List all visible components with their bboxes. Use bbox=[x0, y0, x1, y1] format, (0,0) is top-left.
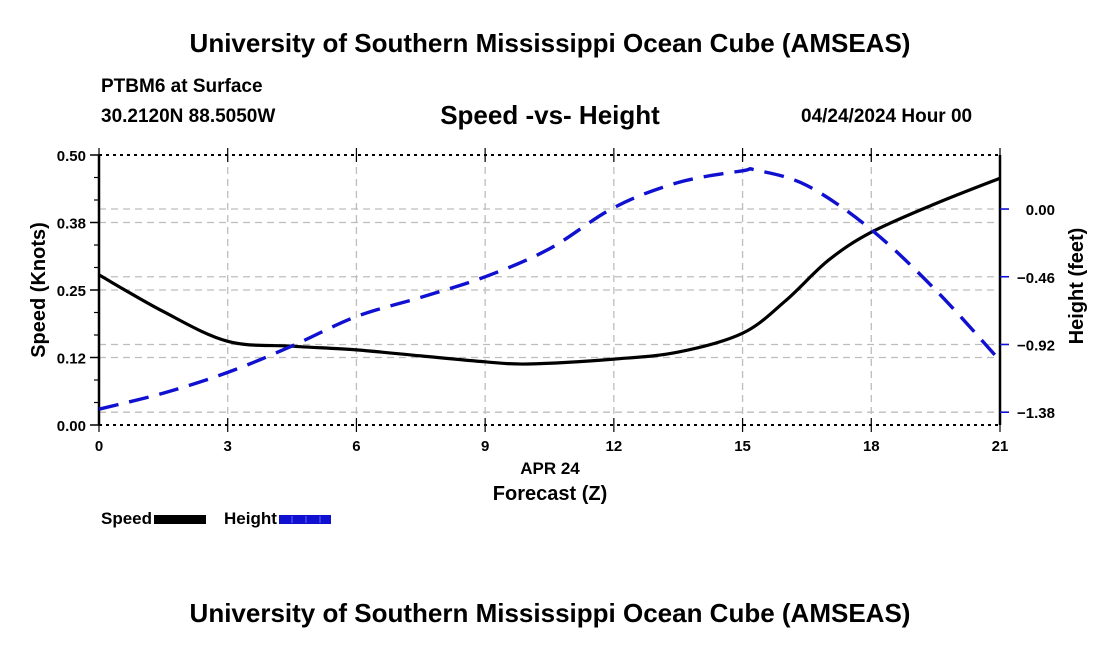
station-label: PTBM6 at Surface bbox=[101, 76, 263, 97]
legend: Speed Height bbox=[101, 509, 349, 529]
legend-swatch-height bbox=[278, 514, 331, 524]
x-axis-label: Forecast (Z) bbox=[493, 483, 607, 505]
y-left-tick-label: 0.00 bbox=[57, 418, 86, 435]
coordinates-label: 30.2120N 88.5050W bbox=[101, 106, 276, 127]
y-right-tick-label: 0.00 bbox=[1026, 202, 1055, 219]
legend-swatch-speed bbox=[154, 514, 207, 524]
y-left-tick-label: 0.12 bbox=[57, 351, 86, 368]
y-left-tick-label: 0.38 bbox=[57, 216, 86, 233]
legend-label-height: Height bbox=[224, 509, 277, 528]
axes: 0 3 6 9 12 15 18 21 0.00 0.12 0.25 0.38 0.50 0.00 −0.4… bbox=[57, 148, 1055, 455]
x-tick-label: 21 bbox=[992, 438, 1009, 455]
x-tick-label: 0 bbox=[95, 438, 103, 455]
x-tick-label: 15 bbox=[734, 438, 751, 455]
legend-item-height: Height bbox=[224, 509, 331, 529]
legend-item-speed: Speed bbox=[101, 509, 207, 529]
series-line-speed bbox=[98, 176, 1001, 366]
x-tick-label: 18 bbox=[863, 438, 880, 455]
x-tick-label: 6 bbox=[352, 438, 360, 455]
series-line-height bbox=[98, 166, 1002, 411]
y-left-tick-label: 0.50 bbox=[57, 148, 86, 165]
x-axis-date-label: APR 24 bbox=[520, 459, 580, 478]
y-left-tick-label: 0.25 bbox=[57, 283, 86, 300]
chart-title: Speed -vs- Height bbox=[440, 100, 660, 130]
main-title: University of Southern Mississippi Ocean… bbox=[189, 28, 911, 58]
x-tick-label: 3 bbox=[224, 438, 232, 455]
y-axis-left-label: Speed (Knots) bbox=[28, 222, 50, 358]
x-tick-label: 9 bbox=[481, 438, 489, 455]
grid bbox=[99, 155, 1000, 425]
x-tick-label: 12 bbox=[606, 438, 623, 455]
legend-label-speed: Speed bbox=[101, 509, 153, 528]
footer-title: University of Southern Mississippi Ocean… bbox=[189, 598, 911, 628]
series-layer bbox=[98, 166, 1002, 411]
forecast-datetime: 04/24/2024 Hour 00 bbox=[801, 106, 973, 127]
y-axis-right-label: Height (feet) bbox=[1066, 228, 1088, 345]
axis-labels: Speed (Knots) Height (feet) APR 24 Forec… bbox=[28, 222, 1088, 505]
y-right-tick-label: −0.46 bbox=[1017, 270, 1055, 287]
y-right-tick-label: −1.38 bbox=[1017, 405, 1055, 422]
y-right-tick-label: −0.92 bbox=[1017, 337, 1055, 354]
